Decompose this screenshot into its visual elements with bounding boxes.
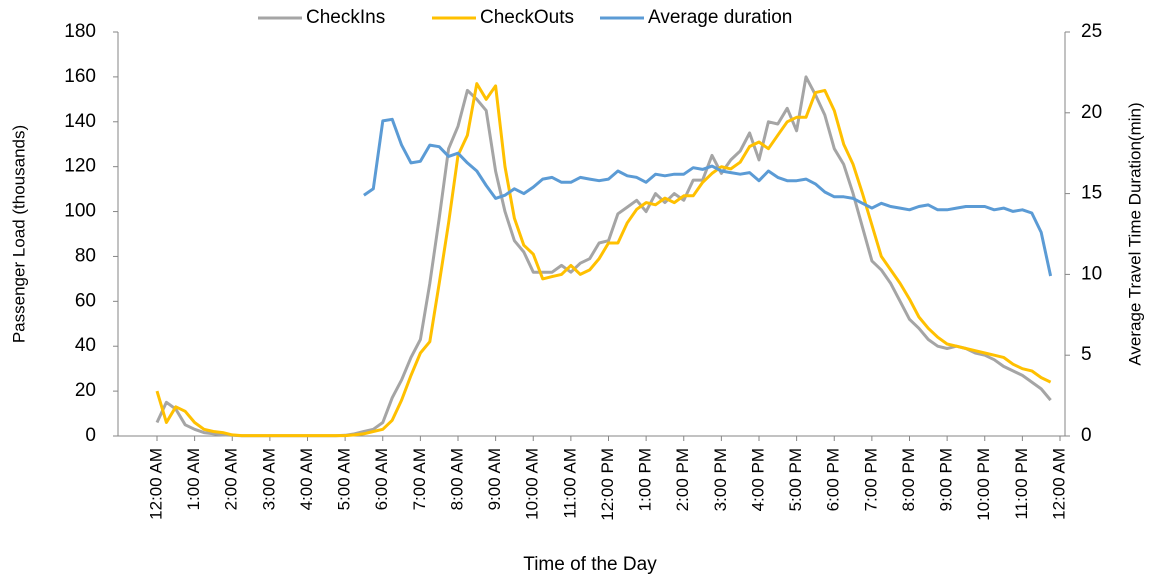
x-tick-label: 9:00 AM bbox=[485, 448, 504, 510]
x-tick-label: 6:00 PM bbox=[824, 448, 843, 511]
x-tick-label: 7:00 PM bbox=[861, 448, 880, 511]
series-line bbox=[155, 82, 1052, 438]
y-tick-label: 60 bbox=[75, 290, 96, 311]
x-tick-label: 10:00 PM bbox=[974, 448, 993, 521]
series-line bbox=[155, 75, 1052, 438]
y-tick-label: 180 bbox=[64, 21, 96, 42]
x-axis-title: Time of the Day bbox=[523, 554, 657, 575]
y-axis-title: Passenger Load (thousands) bbox=[9, 125, 28, 343]
y2-tick-label: 0 bbox=[1081, 425, 1092, 446]
y-tick-label: 120 bbox=[64, 156, 96, 177]
y2-tick-label: 25 bbox=[1081, 21, 1102, 42]
y2-axis-title: Average Travel Time Duration(min) bbox=[1125, 102, 1144, 365]
x-tick-label: 2:00 PM bbox=[673, 448, 692, 511]
x-tick-label: 7:00 AM bbox=[410, 448, 429, 510]
legend-label: CheckOuts bbox=[480, 7, 574, 28]
x-tick-label: 8:00 PM bbox=[899, 448, 918, 511]
x-tick-label: 11:00 PM bbox=[1012, 448, 1031, 520]
y2-tick-label: 20 bbox=[1081, 102, 1102, 123]
x-tick-label: 11:00 AM bbox=[560, 448, 579, 519]
legend-label: Average duration bbox=[648, 7, 792, 28]
x-tick-label: 3:00 PM bbox=[711, 448, 730, 511]
x-tick-label: 3:00 AM bbox=[259, 448, 278, 510]
x-tick-label: 5:00 AM bbox=[335, 448, 354, 510]
y2-tick-label: 5 bbox=[1081, 344, 1092, 365]
x-tick-label: 6:00 AM bbox=[372, 448, 391, 510]
x-tick-label: 5:00 PM bbox=[786, 448, 805, 511]
y-tick-label: 100 bbox=[64, 201, 96, 222]
x-tick-label: 4:00 PM bbox=[748, 448, 767, 511]
x-tick-label: 10:00 AM bbox=[523, 448, 542, 520]
y-tick-label: 20 bbox=[75, 380, 96, 401]
y-tick-label: 140 bbox=[64, 111, 96, 132]
x-tick-label: 4:00 AM bbox=[297, 448, 316, 510]
x-tick-label: 8:00 AM bbox=[447, 448, 466, 510]
y2-tick-label: 15 bbox=[1081, 183, 1102, 204]
y-tick-label: 40 bbox=[75, 335, 96, 356]
y2-tick-label: 10 bbox=[1081, 263, 1102, 284]
y-tick-label: 80 bbox=[75, 245, 96, 266]
x-tick-label: 9:00 PM bbox=[937, 448, 956, 511]
x-tick-label: 1:00 PM bbox=[636, 448, 655, 511]
y-tick-label: 160 bbox=[64, 66, 96, 87]
x-tick-label: 12:00 AM bbox=[146, 448, 165, 520]
x-tick-label: 12:00 PM bbox=[598, 448, 617, 521]
x-tick-label: 12:00 AM bbox=[1049, 448, 1068, 520]
series-line bbox=[363, 117, 1053, 277]
legend-label: CheckIns bbox=[306, 7, 385, 28]
y-tick-label: 0 bbox=[85, 425, 96, 446]
x-tick-label: 2:00 AM bbox=[222, 448, 241, 510]
x-tick-label: 1:00 AM bbox=[184, 448, 203, 510]
